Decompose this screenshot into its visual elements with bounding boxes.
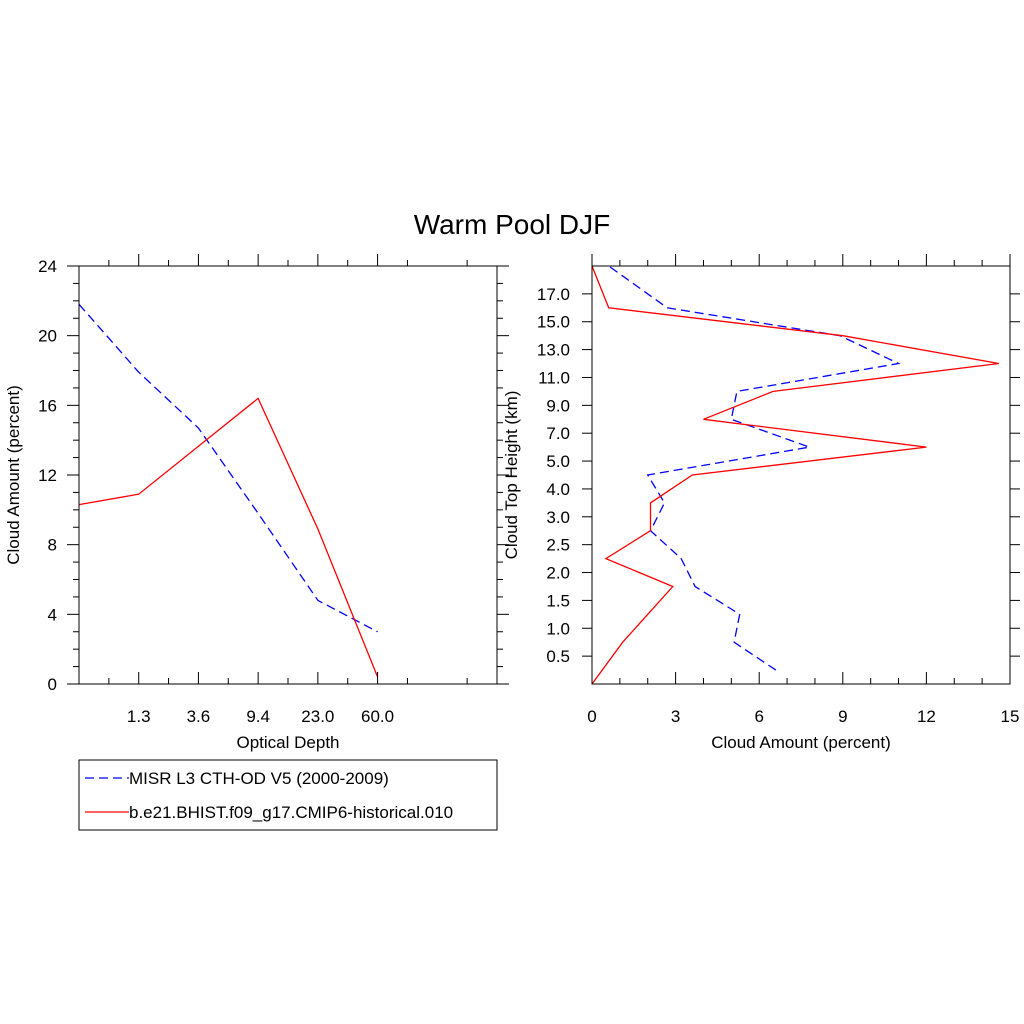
- left-series-model: [78, 397, 379, 678]
- right-y-tick-label: 15.0: [537, 313, 570, 332]
- right-x-tick-label: 12: [917, 707, 936, 726]
- right-y-tick-label: 1.0: [546, 619, 570, 638]
- left-x-tick-label: 23.0: [301, 707, 334, 726]
- right-y-tick-label: 17.0: [537, 285, 570, 304]
- left-y-tick-label: 0: [48, 675, 57, 694]
- left-x-tick-label: 1.3: [127, 707, 151, 726]
- right-x-tick-label: 9: [838, 707, 847, 726]
- legend-label-model: b.e21.BHIST.f09_g17.CMIP6-historical.010: [129, 803, 453, 822]
- legend: MISR L3 CTH-OD V5 (2000-2009) b.e21.BHIS…: [78, 759, 498, 831]
- right-axes: 0 3 6 9 12 15 0.5 1.0 1.5 2.0 2.5 3.0 4.0 5.0 7.0 9.0 11…: [537, 254, 1020, 726]
- left-x-axis-label: Optical Depth: [237, 733, 340, 752]
- left-y-tick-label: 4: [48, 605, 57, 624]
- right-y-axis-label: Cloud Top Height (km): [502, 391, 521, 560]
- right-x-axis-label: Cloud Amount (percent): [711, 733, 891, 752]
- legend-label-misr: MISR L3 CTH-OD V5 (2000-2009): [129, 769, 389, 788]
- left-x-tick-label: 9.4: [246, 707, 270, 726]
- left-x-tick-label: 3.6: [187, 707, 211, 726]
- chart-title: Warm Pool DJF: [414, 209, 611, 240]
- right-series-misr: [608, 265, 901, 671]
- right-y-tick-label: 0.5: [546, 647, 570, 666]
- right-chart: 0 3 6 9 12 15 0.5 1.0 1.5 2.0 2.5 3.0 4.0 5.0 7.0 9.0 11…: [502, 254, 1020, 752]
- right-y-tick-label: 5.0: [546, 452, 570, 471]
- right-y-tick-label: 2.0: [546, 564, 570, 583]
- left-x-tick-label: 60.0: [361, 707, 394, 726]
- right-series-group: [591, 265, 1000, 685]
- left-y-axis-label: Cloud Amount (percent): [4, 385, 23, 565]
- right-y-tick-label: 9.0: [546, 396, 570, 415]
- left-plot-frame: [78, 265, 498, 685]
- right-y-tick-label: 7.0: [546, 424, 570, 443]
- right-y-tick-label: 11.0: [538, 368, 570, 387]
- right-plot-frame: [591, 265, 1011, 685]
- right-x-tick-label: 0: [587, 707, 596, 726]
- left-series-misr: [78, 303, 378, 633]
- right-y-tick-label: 13.0: [537, 341, 570, 360]
- right-x-tick-label: 15: [1001, 707, 1020, 726]
- left-y-tick-label: 24: [38, 257, 57, 276]
- left-chart: 1.3 3.6 9.4 23.0 60.0 0 4 8 12 16 20 24 Optical Dep…: [4, 254, 509, 752]
- right-y-tick-label: 2.5: [546, 536, 570, 555]
- right-x-tick-label: 3: [671, 707, 680, 726]
- left-series-group: [78, 303, 379, 678]
- left-y-tick-label: 8: [48, 536, 57, 555]
- left-axes: 1.3 3.6 9.4 23.0 60.0 0 4 8 12 16 20 24: [38, 254, 509, 726]
- right-series-model: [591, 265, 1000, 685]
- right-y-tick-label: 1.5: [546, 591, 570, 610]
- left-y-tick-label: 20: [38, 327, 57, 346]
- left-y-tick-label: 16: [38, 396, 57, 415]
- right-y-tick-label: 4.0: [546, 480, 570, 499]
- right-x-tick-label: 6: [754, 707, 763, 726]
- left-y-tick-label: 12: [38, 466, 57, 485]
- right-y-tick-label: 3.0: [546, 508, 570, 527]
- legend-box: [78, 759, 498, 831]
